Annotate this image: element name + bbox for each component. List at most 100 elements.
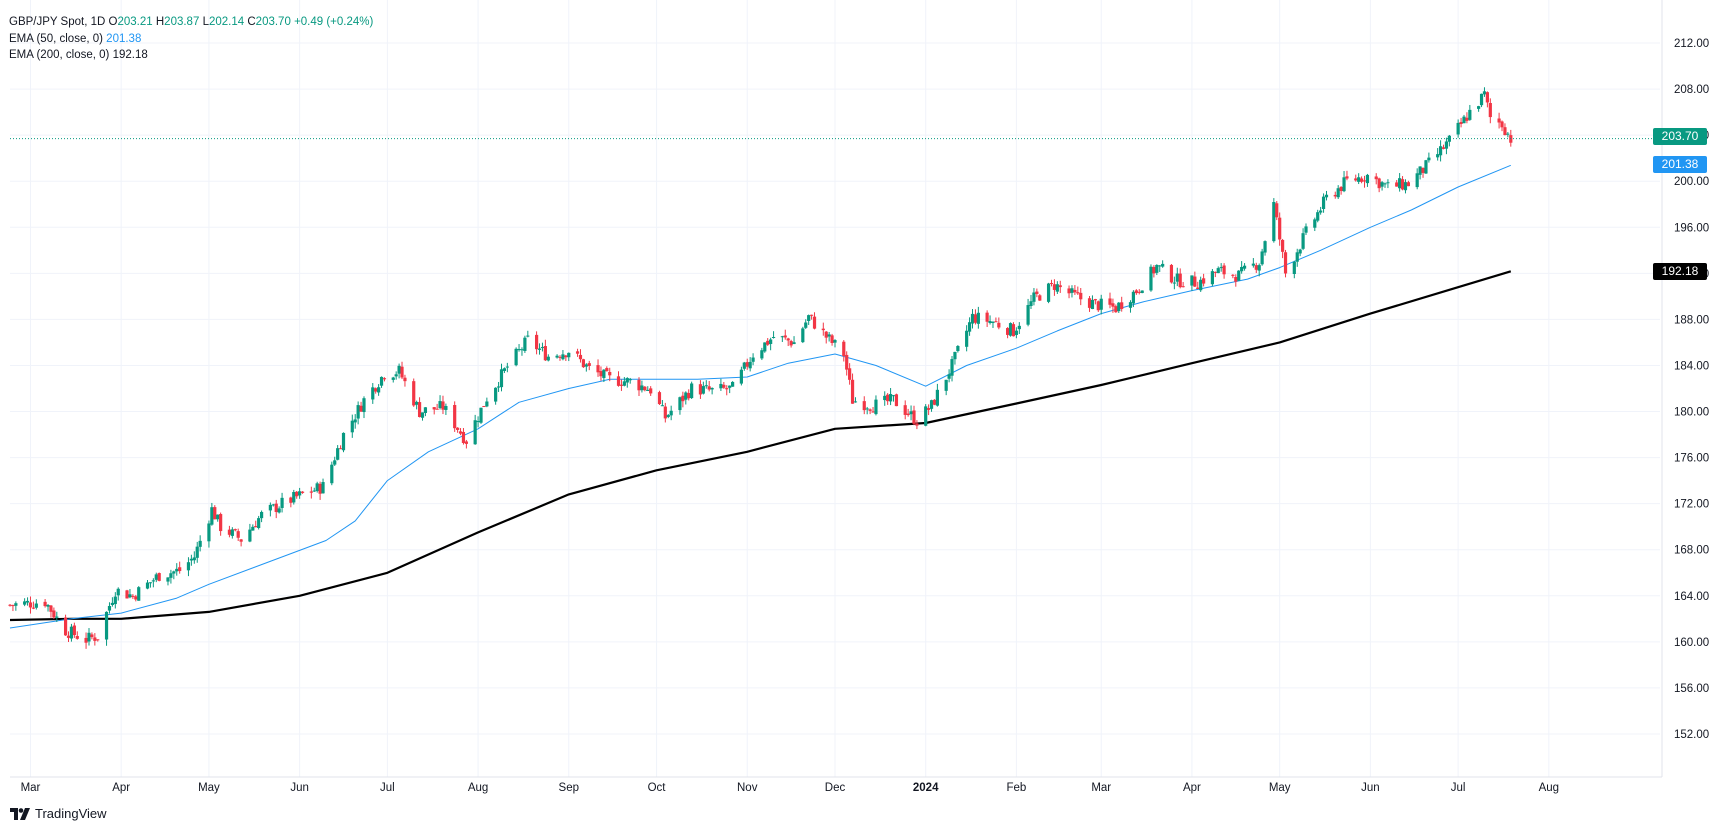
- candle-body: [769, 339, 773, 344]
- candle-body: [157, 573, 161, 581]
- candle-body: [1321, 196, 1326, 210]
- candle-body: [701, 386, 705, 394]
- candle-body: [1333, 194, 1337, 197]
- candle-body: [751, 357, 755, 362]
- candle-body: [25, 600, 30, 603]
- candle-body: [412, 381, 416, 406]
- tradingview-brand[interactable]: TradingView: [10, 806, 107, 821]
- candle-body: [865, 408, 869, 410]
- candle-body: [1006, 328, 1010, 335]
- candle-body: [1029, 301, 1033, 307]
- candle-body: [1035, 291, 1039, 294]
- candle-body: [456, 427, 460, 430]
- candle-body: [11, 605, 15, 607]
- ema50-label: EMA (50, close, 0): [9, 32, 103, 45]
- candle-body: [236, 531, 240, 538]
- candle-body: [710, 387, 714, 390]
- candle-body: [1210, 271, 1214, 285]
- candle-body: [14, 603, 18, 606]
- candle-body: [514, 348, 518, 366]
- candle-body: [227, 529, 232, 535]
- y-tick-label: 152.00: [1674, 729, 1709, 741]
- candle-body: [435, 408, 439, 410]
- candle-body: [195, 546, 199, 558]
- y-tick-label: 160.00: [1674, 637, 1709, 649]
- x-tick-label: Jun: [1361, 782, 1380, 794]
- candle-body: [739, 369, 743, 384]
- candle-body: [1175, 273, 1179, 282]
- price-axis[interactable]: 152.00 156.00 160.00 164.00 168.00 172.00 176.…: [1661, 0, 1709, 777]
- candle-body: [927, 408, 931, 410]
- ohlc-row: GBP/JPY Spot, 1D O203.21 H203.87 L202.14…: [9, 14, 373, 31]
- candle-body: [172, 571, 176, 574]
- x-tick-label: 2024: [913, 782, 939, 794]
- x-tick-label: Mar: [21, 782, 41, 794]
- candle-body: [1438, 146, 1443, 156]
- candle-body: [394, 374, 398, 377]
- candle-body: [845, 354, 849, 370]
- brand-name: TradingView: [35, 806, 107, 821]
- candle-body: [318, 483, 322, 494]
- candle-body: [438, 401, 442, 409]
- ema50-line: [9, 164, 1511, 629]
- candle-body: [1298, 249, 1302, 254]
- candle-body: [336, 448, 340, 460]
- candle-body: [558, 356, 562, 358]
- candle-body: [1079, 292, 1083, 300]
- candle-body: [66, 635, 71, 638]
- candle-body: [198, 540, 202, 547]
- candle-body: [1240, 266, 1244, 272]
- candle-body: [801, 328, 805, 343]
- candle-body: [1488, 103, 1492, 118]
- candle-body: [479, 407, 483, 423]
- candle-body: [464, 441, 468, 444]
- candle-body: [145, 582, 150, 589]
- x-tick-label: Feb: [1006, 782, 1026, 794]
- candle-body: [216, 514, 220, 520]
- symbol-label[interactable]: GBP/JPY Spot, 1D: [9, 16, 106, 28]
- candle-body: [666, 415, 670, 417]
- candle-body: [494, 387, 498, 402]
- candle-body: [257, 518, 261, 528]
- candle-body: [1374, 176, 1378, 180]
- candle-body: [792, 342, 796, 345]
- candle-body: [461, 431, 466, 444]
- candle-body: [763, 342, 767, 352]
- candle-body: [1362, 180, 1367, 182]
- candle-body: [950, 359, 954, 376]
- candle-body: [681, 395, 685, 402]
- candle-body: [906, 413, 910, 416]
- ema200-series: [9, 270, 1512, 622]
- y-tick-label: 168.00: [1674, 545, 1709, 557]
- candle-body: [1093, 299, 1097, 301]
- candle-body: [956, 345, 960, 352]
- candle-body: [134, 596, 138, 600]
- candle-body: [1111, 303, 1115, 307]
- candle-body: [1117, 302, 1121, 312]
- candle-body: [1272, 201, 1276, 242]
- candle-body: [970, 313, 975, 324]
- candle-body: [420, 412, 425, 418]
- candle-body: [886, 394, 890, 402]
- time-axis[interactable]: Mar Apr May Jun Jul Aug Sep Oct Nov Dec 2024 Feb Mar…: [10, 776, 1662, 794]
- candle-body: [1087, 298, 1092, 308]
- candle-body: [967, 322, 972, 332]
- candle-body: [485, 401, 489, 407]
- candle-body: [289, 497, 293, 503]
- candle-body: [1354, 178, 1358, 181]
- ema50-legend-row[interactable]: EMA (50, close, 0) 201.38: [9, 31, 373, 48]
- x-tick-label: Dec: [825, 782, 846, 794]
- candle-body: [649, 388, 653, 394]
- candle-body: [400, 366, 404, 378]
- candle-body: [1234, 277, 1238, 282]
- candle-body: [526, 335, 530, 337]
- candle-body: [473, 420, 477, 445]
- candle-body: [1038, 295, 1042, 301]
- candle-body: [1099, 298, 1103, 310]
- candle-body: [43, 601, 47, 607]
- candle-body: [371, 387, 375, 400]
- candle-body: [581, 359, 586, 368]
- ema200-legend-row[interactable]: EMA (200, close, 0) 192.18: [9, 47, 373, 64]
- candle-body: [602, 369, 606, 378]
